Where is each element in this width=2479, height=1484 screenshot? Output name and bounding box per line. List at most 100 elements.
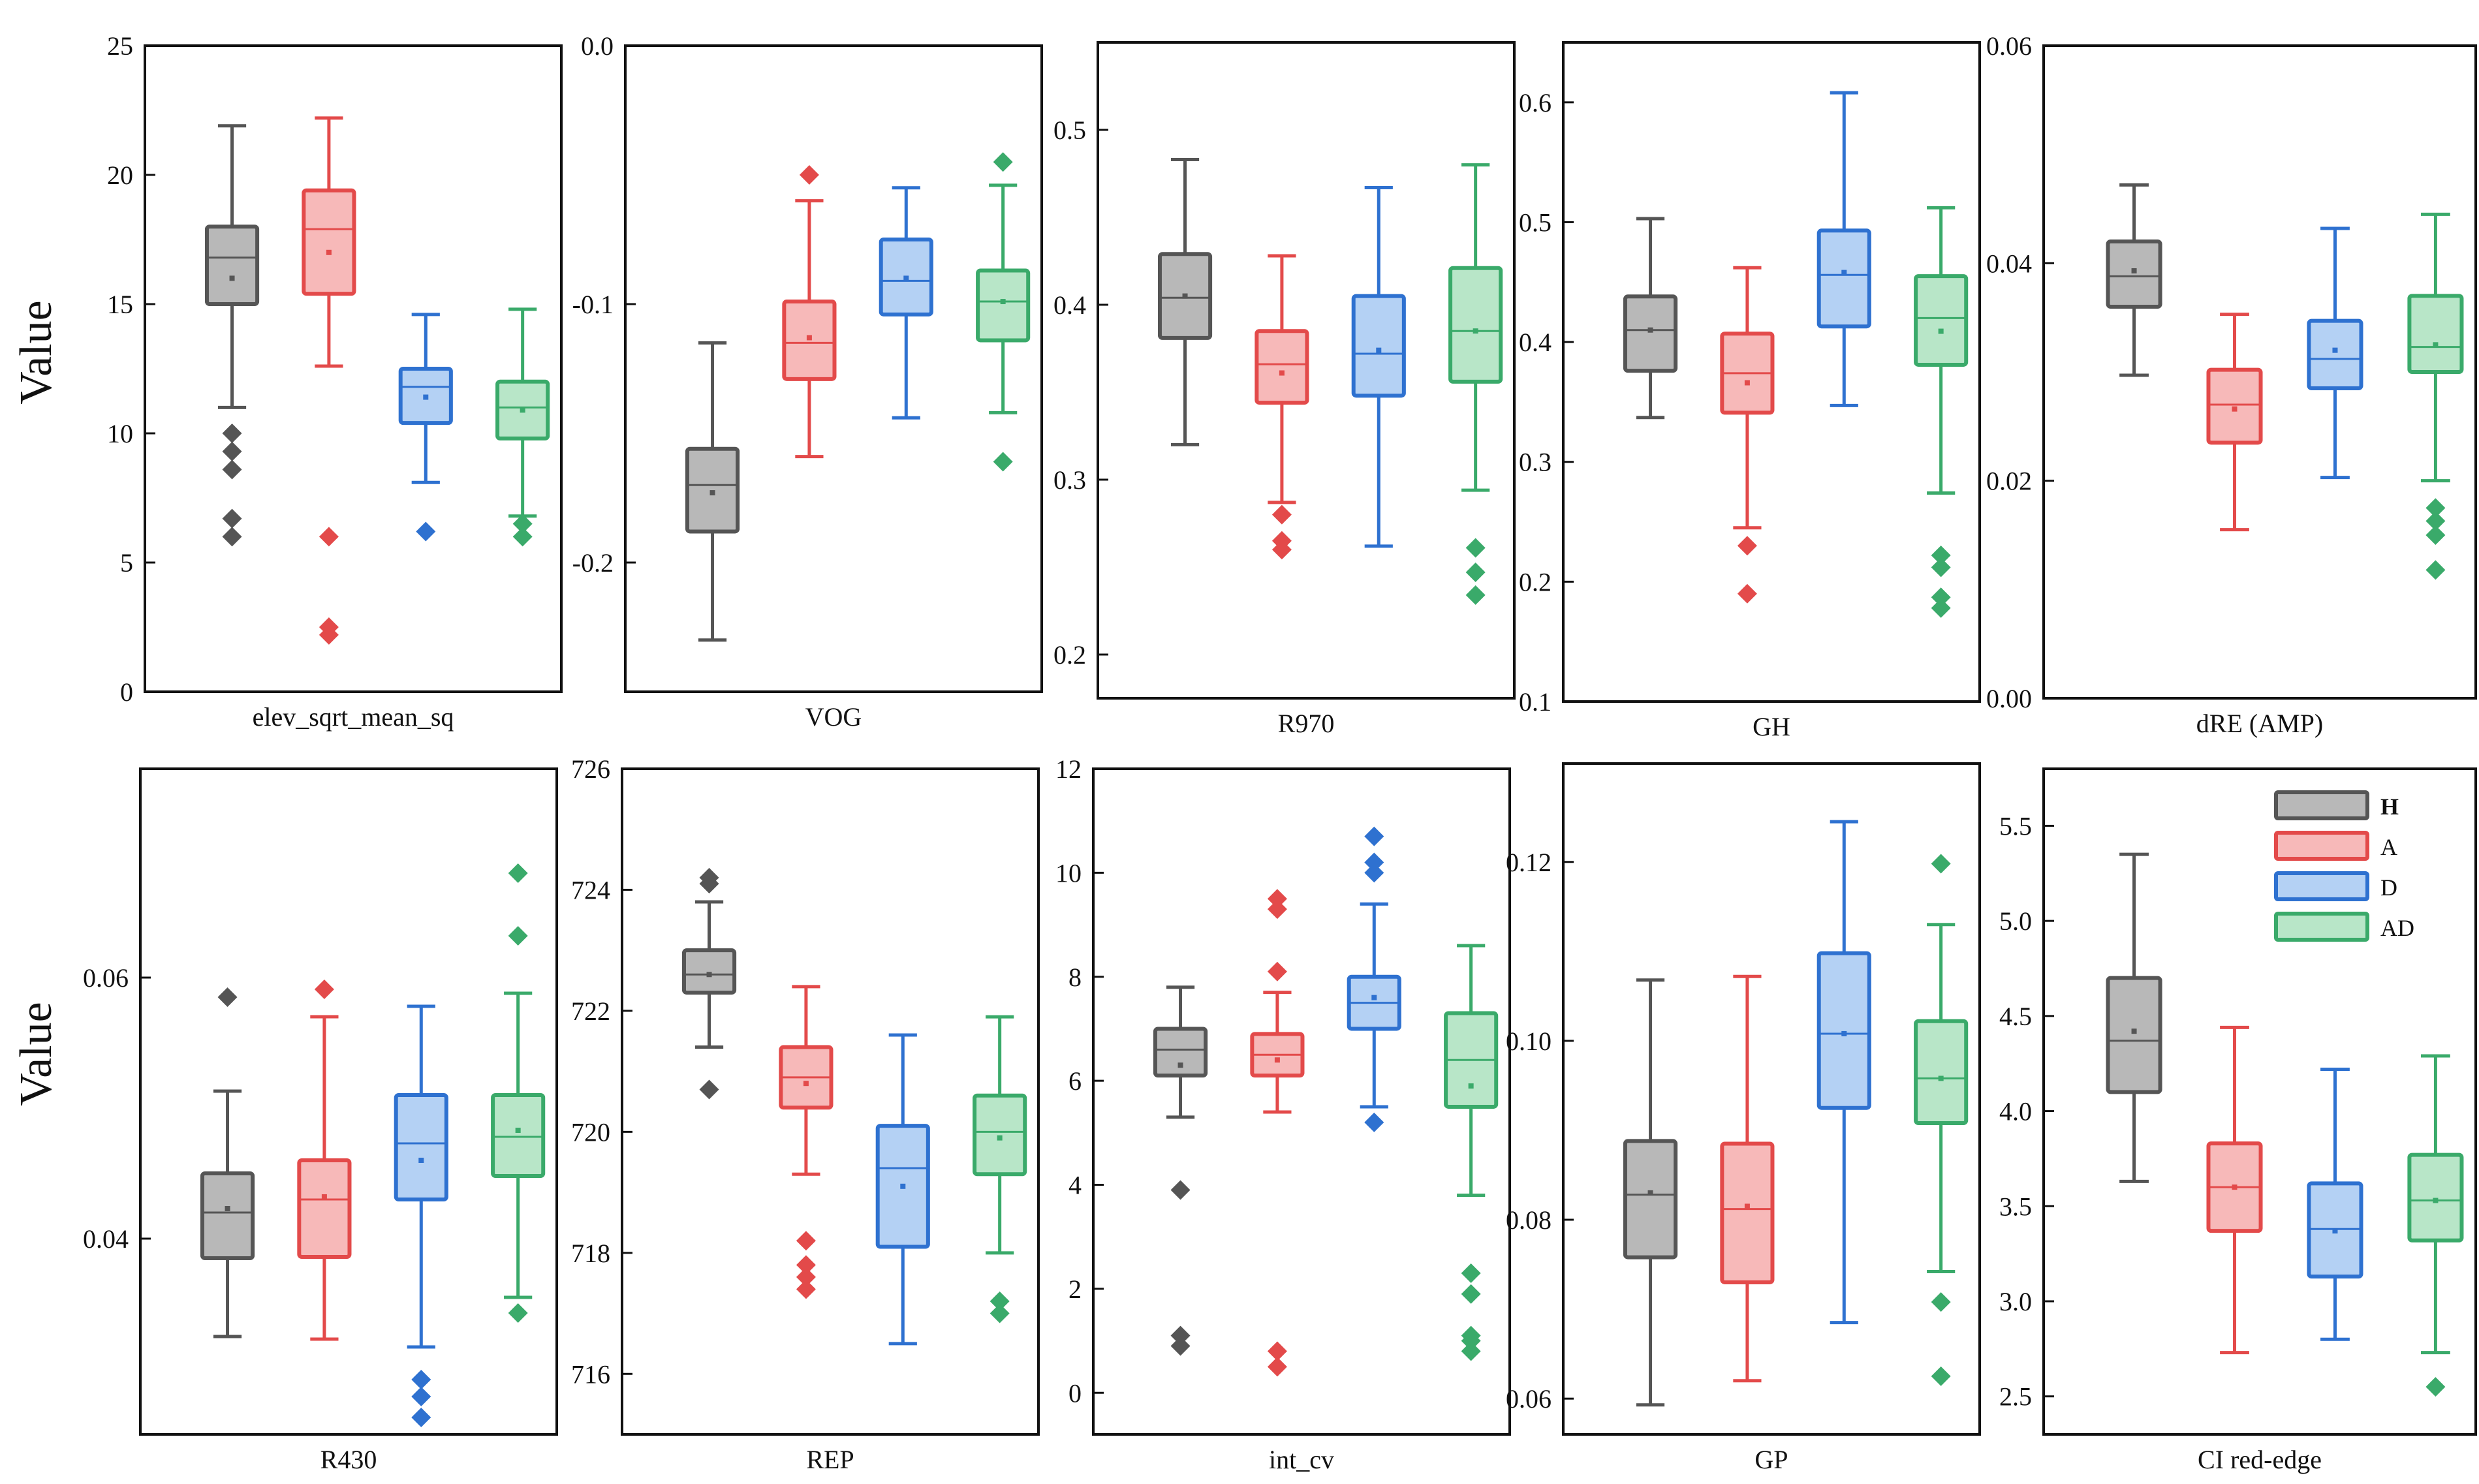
outlier-point [1267, 889, 1287, 909]
y-tick-label: 0.5 [1519, 208, 1551, 237]
outlier-point [1364, 1112, 1384, 1132]
y-tick-label: 5 [120, 548, 133, 578]
outlier-point [1364, 852, 1384, 873]
mean-marker [1841, 1030, 1847, 1036]
mean-marker [706, 972, 712, 978]
iqr-box [1914, 274, 1969, 367]
outlier-point [2425, 1377, 2446, 1397]
outlier-point [2425, 525, 2446, 545]
plot-frame [2042, 767, 2477, 1436]
box-D [398, 313, 453, 542]
y-tick-label: 4.5 [1999, 1002, 2032, 1031]
panel-title: int_cv [1269, 1445, 1334, 1474]
y-tick-label: 0.4 [1519, 328, 1551, 357]
iqr-box [2206, 367, 2263, 445]
panel-title: REP [806, 1445, 854, 1474]
panel-title: VOG [805, 702, 862, 732]
outlier-point [1267, 961, 1287, 982]
iqr-box [2106, 240, 2162, 309]
y-tick-label: 25 [107, 31, 133, 61]
iqr-box [1153, 1027, 1208, 1078]
outlier-point [411, 1370, 431, 1389]
box-D [394, 1004, 448, 1427]
box-H [1153, 985, 1208, 1356]
outlier-point [1931, 1366, 1951, 1386]
iqr-box [200, 1171, 255, 1260]
legend-label-D: D [2380, 874, 2397, 901]
y-tick-label: 0.06 [1506, 1384, 1551, 1414]
outlier-point [799, 165, 819, 185]
outlier-point [1931, 557, 1951, 578]
mean-marker [1744, 380, 1750, 386]
plot-frame [621, 767, 1040, 1436]
legend-swatch-H [2274, 790, 2369, 820]
box-A [1720, 266, 1775, 604]
mean-marker [1177, 1062, 1183, 1068]
iqr-box [2407, 1152, 2464, 1243]
legend-label-A: A [2380, 834, 2397, 860]
outlier-point [1170, 1325, 1191, 1346]
plot-frame [1097, 41, 1516, 700]
box-D [875, 1033, 930, 1346]
outlier-point [1271, 540, 1292, 560]
outlier-point [1461, 1263, 1481, 1283]
outlier-point [512, 514, 533, 534]
box-AD [1914, 854, 1969, 1386]
box-A [782, 165, 837, 459]
panel-title: R970 [1278, 709, 1335, 738]
mean-marker [1938, 328, 1944, 334]
panel-title: dRE (AMP) [2196, 709, 2323, 738]
iqr-box [681, 948, 737, 995]
outlier-point [1737, 583, 1757, 604]
y-tick-label: 0.06 [1986, 31, 2032, 61]
box-A [302, 116, 356, 645]
y-tick-label: 0.0 [581, 31, 614, 61]
y-tick-label: 0.02 [1986, 467, 2032, 496]
mean-marker [2232, 406, 2237, 412]
outlier-point [1267, 1341, 1287, 1361]
y-tick-label: 3.5 [1999, 1192, 2032, 1221]
outlier-point [1465, 563, 1486, 583]
iqr-box [1623, 294, 1678, 373]
outlier-point [1267, 899, 1287, 920]
outlier-point [1737, 536, 1757, 556]
y-tick-label: 0.2 [1053, 640, 1086, 670]
mean-marker [423, 394, 429, 400]
y-tick-label: 12 [1055, 754, 1082, 784]
y-tick-label: 718 [571, 1239, 610, 1268]
box-H [685, 341, 740, 642]
iqr-box [394, 1093, 448, 1201]
mean-marker [1182, 293, 1188, 299]
iqr-box [1816, 228, 1871, 329]
y-tick-label: 0.10 [1506, 1027, 1551, 1056]
outlier-point [319, 527, 339, 547]
outlier-point [1465, 538, 1486, 558]
iqr-box [2307, 318, 2363, 390]
panel-title: elev_sqrt_mean_sq [253, 702, 454, 732]
iqr-box [1720, 1141, 1775, 1284]
y-tick-label: 0.1 [1519, 687, 1551, 717]
box-D [1351, 185, 1406, 548]
mean-marker [1744, 1203, 1750, 1209]
outlier-point [1461, 1331, 1481, 1351]
outlier-point [1465, 585, 1486, 605]
mean-marker [2332, 347, 2338, 353]
box-AD [491, 863, 546, 1323]
outlier-point [1364, 863, 1384, 883]
y-tick-label: 0.2 [1519, 567, 1551, 596]
legend-swatch-A [2274, 831, 2369, 861]
outlier-point [1271, 504, 1292, 525]
box-D [2307, 226, 2363, 480]
mean-marker [2232, 1184, 2237, 1190]
iqr-box [491, 1093, 546, 1178]
y-tick-label: 4.0 [1999, 1097, 2032, 1126]
mean-marker [2332, 1228, 2338, 1234]
plot-frame [2042, 44, 2477, 700]
y-tick-label: 0 [1068, 1378, 1082, 1408]
box-AD [1444, 944, 1499, 1361]
box-H [1157, 158, 1213, 446]
y-tick-label: 726 [571, 754, 610, 784]
box-AD [1914, 206, 1969, 618]
